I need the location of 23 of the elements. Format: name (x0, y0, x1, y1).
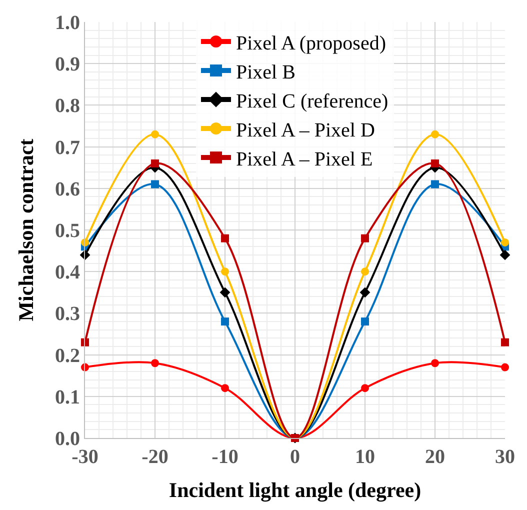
x-tick-label: -10 (212, 446, 238, 468)
x-axis-title: Incident light angle (degree) (168, 478, 422, 502)
y-tick-label: 0.8 (55, 95, 80, 118)
legend-label: Pixel B (236, 61, 296, 84)
y-tick-label: 0.2 (55, 344, 80, 367)
legend-label: Pixel C (reference) (236, 90, 388, 112)
y-tick-label: 0.1 (55, 386, 80, 408)
legend-label: Pixel A – Pixel D (236, 119, 375, 142)
x-tick-label: 20 (425, 446, 445, 468)
x-tick-label: 10 (355, 446, 375, 468)
legend-label: Pixel A – Pixel E (236, 148, 373, 170)
x-tick-label: 0 (290, 446, 300, 468)
y-tick-label: 1.0 (55, 12, 80, 34)
x-tick-label: -20 (142, 446, 168, 468)
y-tick-label: 0.7 (55, 136, 80, 159)
y-tick-label: 0.5 (55, 220, 80, 242)
y-tick-label: 0.6 (55, 178, 80, 200)
y-axis-title: Michaelson contract (14, 138, 38, 322)
y-tick-label: 0.3 (55, 303, 80, 326)
x-tick-label: 30 (495, 446, 515, 468)
legend-label: Pixel A (proposed) (236, 32, 386, 54)
y-tick-label: 0.9 (55, 54, 80, 76)
y-tick-label: 0.4 (55, 262, 80, 284)
